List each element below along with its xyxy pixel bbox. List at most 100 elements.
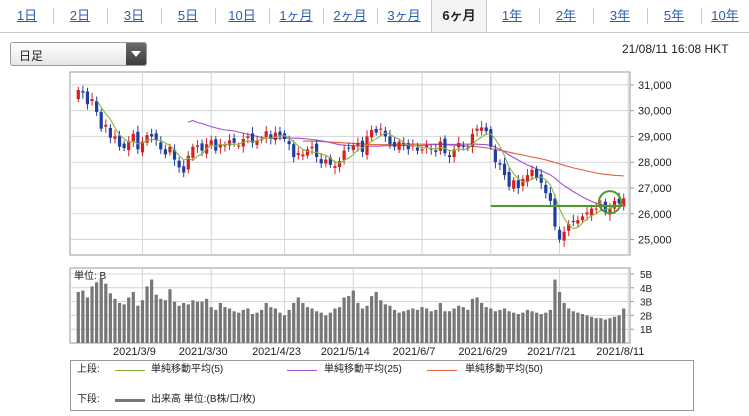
candle-body	[507, 172, 511, 187]
volume-bar	[429, 311, 433, 343]
y-tick-label: 28,000	[638, 157, 672, 169]
volume-bar	[576, 312, 580, 343]
volume-bar	[328, 312, 332, 343]
y-tick-label: 30,000	[638, 106, 672, 118]
volume-bar	[333, 308, 337, 343]
tab-2[interactable]: 2日	[69, 8, 91, 23]
candle-body	[328, 157, 332, 165]
volume-bar	[434, 309, 438, 343]
volume-bar	[269, 307, 273, 343]
tab-4[interactable]: 5日	[177, 8, 199, 23]
candle-body	[562, 231, 566, 241]
candle-body	[99, 111, 103, 129]
volume-bar	[108, 293, 112, 343]
candle-body	[333, 166, 337, 168]
candle-body	[612, 200, 617, 209]
volume-bar	[370, 296, 374, 343]
candle-body	[484, 127, 488, 132]
tab-separator	[539, 8, 540, 24]
tab-separator	[377, 8, 378, 24]
volume-bar	[232, 311, 236, 343]
candle-body	[269, 134, 273, 140]
volume-bar	[585, 315, 589, 343]
volume-bar	[590, 316, 594, 343]
tab-7[interactable]: 2ヶ月	[333, 8, 367, 23]
volume-bar	[553, 279, 557, 343]
volume-bar	[539, 314, 543, 343]
volume-bar	[90, 286, 94, 343]
tab-11[interactable]: 2年	[555, 8, 577, 23]
candle-body	[145, 135, 149, 143]
candle-body	[292, 144, 296, 158]
x-tick-label: 2021/6/29	[458, 346, 507, 358]
legend-ma50: 単純移動平均(50)	[465, 364, 543, 375]
candle-body	[154, 133, 158, 141]
timestamp: 21/08/11 16:08 HKT	[622, 42, 729, 56]
volume-bar	[182, 302, 186, 343]
candle-body	[516, 180, 520, 188]
candle-body	[392, 142, 397, 147]
volume-bar	[599, 318, 603, 343]
candle-body	[475, 128, 479, 131]
volume-bar	[425, 308, 429, 343]
candle-body	[360, 140, 365, 152]
chart-type-select[interactable]: 日足	[10, 42, 147, 66]
volume-bar	[223, 307, 227, 343]
candle-body	[200, 143, 204, 151]
tab-10[interactable]: 1年	[501, 8, 523, 23]
volume-bar	[567, 308, 571, 343]
volume-bar	[172, 301, 177, 343]
tab-6[interactable]: 1ヶ月	[279, 8, 313, 23]
candle-body	[415, 147, 420, 151]
candle-body	[191, 146, 195, 158]
candle-body	[95, 101, 99, 112]
volume-bar	[406, 309, 410, 343]
x-tick-label: 2021/5/14	[321, 346, 370, 358]
volume-bar	[150, 279, 154, 343]
tab-8[interactable]: 3ヶ月	[387, 8, 421, 23]
volume-bar	[388, 305, 392, 343]
volume-bar	[287, 309, 291, 343]
tab-5[interactable]: 10日	[228, 8, 256, 23]
volume-bar	[411, 308, 415, 343]
candle-body	[319, 159, 323, 164]
candle-body	[264, 131, 268, 137]
volume-bar	[347, 296, 351, 343]
candle-body	[585, 212, 589, 215]
volume-bar	[85, 297, 90, 343]
volume-swatch	[115, 399, 145, 402]
tab-3[interactable]: 3日	[123, 8, 145, 23]
tab-9[interactable]: 6ヶ月	[431, 0, 487, 32]
volume-bar	[457, 305, 461, 343]
volume-bar	[104, 283, 108, 343]
volume-bar	[282, 315, 287, 343]
tab-1[interactable]: 1日	[16, 8, 38, 23]
volume-bar	[140, 300, 145, 343]
chevron-down-icon[interactable]	[126, 43, 146, 65]
tab-14[interactable]: 10年	[711, 8, 739, 23]
volume-bar	[617, 315, 621, 343]
candle-body	[461, 145, 465, 147]
volume-bar	[612, 316, 617, 343]
volume-bar	[214, 309, 218, 343]
volume-bar	[507, 311, 511, 343]
candle-body	[122, 143, 126, 149]
volume-bar	[168, 289, 172, 343]
volume-bar	[548, 309, 552, 343]
y-tick-label: 25,000	[638, 235, 672, 247]
volume-bar	[292, 302, 296, 343]
y-tick-label: 26,000	[638, 209, 672, 221]
candle-body	[85, 91, 90, 105]
candle-body	[406, 143, 410, 150]
ma5-swatch	[115, 370, 145, 371]
tab-12[interactable]: 3年	[609, 8, 631, 23]
candle-body	[81, 91, 85, 93]
volume-bar	[324, 315, 328, 343]
tab-13[interactable]: 5年	[663, 8, 685, 23]
volume-bar	[122, 304, 126, 343]
volume-bar	[530, 311, 534, 343]
volume-bar	[516, 314, 520, 343]
volume-bar	[131, 291, 135, 343]
candle-body	[553, 198, 557, 227]
candle-body	[480, 127, 484, 131]
